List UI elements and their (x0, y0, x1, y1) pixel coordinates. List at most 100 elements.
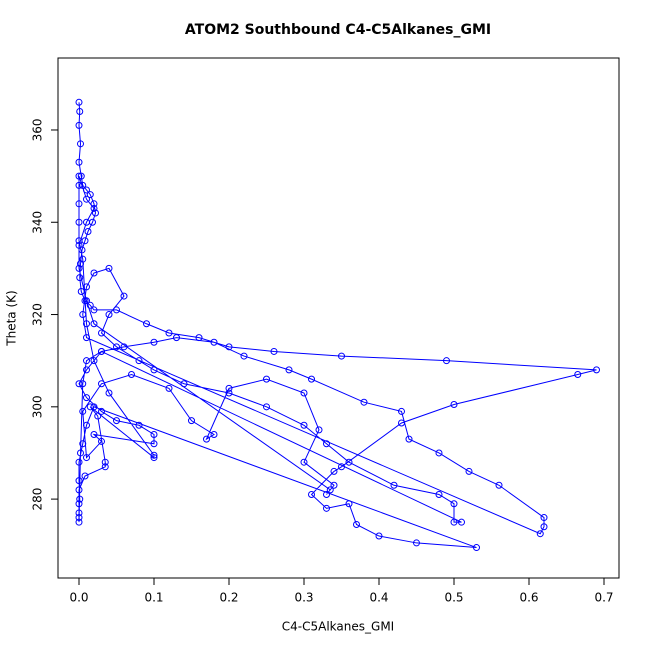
data-point (113, 306, 120, 314)
data-point (173, 334, 180, 342)
data-point (458, 518, 465, 526)
data-point (465, 467, 473, 475)
data-point (83, 283, 90, 291)
data-point (323, 490, 330, 498)
data-point (105, 264, 113, 272)
data-point (75, 458, 83, 466)
data-point (398, 407, 405, 415)
data-point (83, 297, 90, 305)
data-point (75, 181, 83, 189)
data-point (90, 357, 98, 365)
data-point (90, 403, 98, 411)
data-point (90, 200, 98, 208)
data-point (225, 384, 233, 392)
data-point (83, 366, 90, 374)
data-point (323, 504, 330, 512)
data-point (375, 532, 383, 540)
data-point (75, 477, 83, 485)
x-tick-label: 0.6 (519, 591, 538, 605)
data-point (75, 237, 83, 245)
x-tick-label: 0.2 (219, 591, 238, 605)
x-tick-label: 0.7 (594, 591, 613, 605)
data-point (450, 518, 458, 526)
data-point (92, 209, 99, 217)
data-point (75, 514, 83, 522)
data-point (330, 467, 338, 475)
data-point (330, 481, 338, 489)
x-tick-label: 0.3 (294, 591, 313, 605)
plot-frame (57, 57, 620, 579)
data-point (75, 218, 83, 226)
data-point (75, 158, 83, 166)
y-tick-label: 300 (31, 395, 45, 418)
data-point (79, 311, 87, 319)
data-point (75, 98, 83, 106)
data-point (345, 458, 353, 466)
data-point (98, 380, 105, 388)
data-point (165, 384, 173, 392)
x-tick-label: 0.4 (369, 591, 388, 605)
data-point (90, 204, 98, 212)
data-point (263, 403, 270, 411)
data-point (315, 426, 323, 434)
data-point (135, 357, 143, 365)
data-point (79, 255, 87, 263)
data-point (75, 509, 83, 517)
data-point (75, 486, 83, 494)
data-point (90, 320, 98, 328)
data-point (120, 343, 128, 351)
data-point (75, 380, 83, 388)
data-point (413, 539, 420, 547)
data-point (495, 481, 503, 489)
data-point (188, 417, 195, 425)
data-point (390, 481, 398, 489)
data-point (240, 352, 248, 360)
data-point (90, 306, 98, 314)
data-point (76, 495, 84, 503)
data-point (353, 520, 360, 528)
data-point (101, 458, 109, 466)
x-tick-label: 0.5 (444, 591, 463, 605)
data-point (263, 375, 270, 383)
data-point (473, 544, 480, 552)
data-point (398, 419, 405, 427)
data-point (77, 449, 84, 457)
data-point (150, 451, 158, 459)
data-point (77, 172, 85, 180)
data-point (165, 329, 173, 337)
data-point (360, 398, 368, 406)
data-point (75, 241, 83, 249)
data-point (195, 334, 203, 342)
data-point (79, 380, 87, 388)
data-point (435, 449, 443, 457)
data-point (225, 343, 233, 351)
data-point (77, 287, 85, 295)
data-point (150, 338, 158, 346)
data-point (79, 440, 87, 448)
data-point (540, 523, 548, 531)
data-point (79, 407, 87, 415)
data-point (300, 458, 308, 466)
data-point (90, 269, 98, 277)
data-point (86, 403, 94, 411)
chart-title: ATOM2 Southbound C4-C5Alkanes_GMI (185, 22, 491, 38)
x-tick-label: 0.0 (69, 591, 88, 605)
data-point (76, 274, 84, 282)
y-axis-label: Theta (K) (5, 290, 19, 346)
data-point (338, 463, 345, 471)
data-point (435, 490, 443, 498)
data-point (84, 227, 92, 235)
data-point (120, 292, 128, 300)
y-tick-label: 320 (31, 303, 45, 326)
x-axis-label: C4-C5Alkanes_GMI (282, 620, 394, 634)
data-point (143, 320, 150, 328)
data-point (75, 200, 83, 208)
data-point (326, 486, 334, 494)
data-point (113, 343, 120, 351)
data-point (150, 431, 158, 439)
data-point (83, 320, 90, 328)
data-point (81, 472, 89, 480)
data-point (574, 371, 582, 379)
data-point (76, 108, 84, 116)
